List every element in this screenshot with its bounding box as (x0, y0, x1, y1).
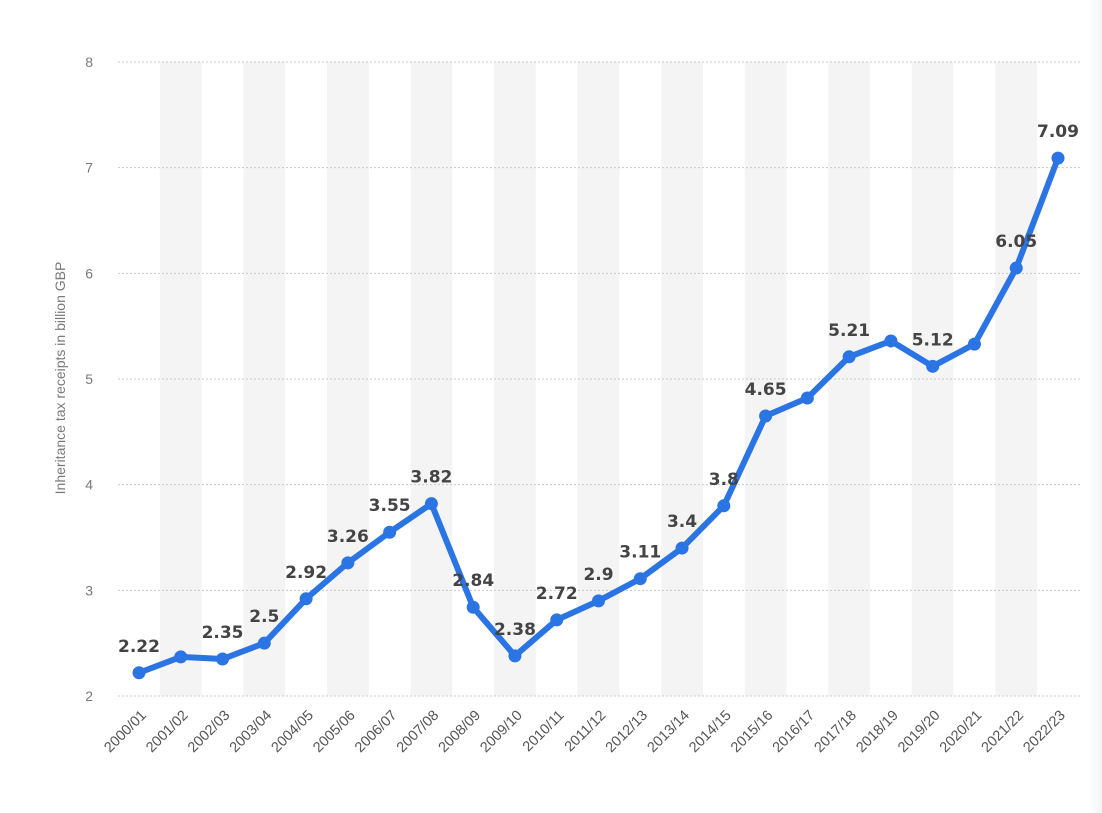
y-tick-label: 3 (85, 582, 93, 598)
data-point[interactable] (1051, 151, 1065, 165)
x-tick-label: 2022/23 (1020, 708, 1068, 756)
data-labels: 2.22 2.352.5 2.923.263.55 3.82 2.84 2.382.722… (118, 122, 1079, 657)
data-point[interactable] (174, 650, 188, 664)
data-points (132, 151, 1065, 680)
x-tick-label: 2005/06 (310, 708, 358, 756)
data-point[interactable] (299, 592, 313, 606)
y-tick-label: 7 (85, 160, 93, 176)
x-tick-label: 2009/10 (477, 708, 525, 756)
x-tick-label: 2010/11 (520, 708, 568, 756)
data-point[interactable] (257, 636, 271, 650)
data-label: 3.8 (709, 470, 739, 490)
data-label: 4.65 (745, 380, 787, 400)
data-point[interactable] (550, 613, 564, 627)
data-point[interactable] (466, 600, 480, 614)
data-label: 3.82 (410, 468, 452, 488)
data-label: 2.35 (202, 623, 244, 643)
data-label: 7.09 (1037, 122, 1079, 142)
x-tick-label: 2021/22 (979, 708, 1027, 756)
x-tick-label: 2015/16 (728, 708, 776, 756)
x-tick-label: 2019/20 (895, 708, 943, 756)
right-edge-fade (1088, 0, 1102, 813)
y-tick-label: 8 (85, 54, 93, 70)
data-label: 2.22 (118, 637, 160, 657)
x-tick-label: 2008/09 (436, 708, 484, 756)
x-tick-label: 2013/14 (644, 708, 692, 756)
gridlines (118, 61, 1080, 697)
x-tick-label: 2000/01 (101, 708, 149, 756)
y-tick-label: 2 (85, 688, 93, 704)
data-point[interactable] (884, 334, 898, 348)
x-tick-label: 2014/15 (686, 708, 734, 756)
y-tick-label: 4 (85, 477, 93, 493)
data-point[interactable] (508, 649, 522, 663)
data-label: 2.92 (285, 563, 327, 583)
x-axis-ticks: 2000/012001/022002/032003/042004/052005/… (101, 708, 1068, 756)
data-label: 3.55 (369, 496, 411, 516)
data-point[interactable] (132, 666, 146, 680)
x-tick-label: 2011/12 (562, 708, 610, 756)
data-point[interactable] (1009, 261, 1023, 275)
data-label: 2.5 (249, 607, 279, 627)
x-tick-label: 2007/08 (394, 708, 442, 756)
x-tick-label: 2020/21 (937, 708, 985, 756)
y-tick-label: 5 (85, 371, 93, 387)
data-label: 5.21 (828, 321, 870, 341)
data-label: 2.38 (494, 620, 536, 640)
data-point[interactable] (842, 350, 856, 364)
x-tick-label: 2018/19 (853, 708, 901, 756)
data-point[interactable] (926, 359, 940, 373)
data-label: 3.4 (667, 512, 697, 532)
data-label: 3.26 (327, 527, 369, 547)
y-axis-title: Inheritance tax receipts in billion GBP (52, 262, 68, 495)
data-point[interactable] (675, 541, 689, 555)
data-label: 3.11 (619, 543, 661, 563)
data-point[interactable] (592, 594, 605, 608)
data-point[interactable] (216, 652, 230, 666)
x-tick-label: 2004/05 (269, 708, 317, 756)
data-label: 2.9 (583, 565, 613, 585)
y-tick-label: 6 (85, 265, 93, 281)
data-point[interactable] (341, 556, 355, 570)
data-point[interactable] (383, 525, 397, 539)
data-point[interactable] (424, 497, 438, 511)
data-point[interactable] (759, 409, 773, 423)
y-axis-ticks: 2 3 4 5 6 7 8 (85, 54, 93, 704)
data-label: 2.72 (536, 584, 578, 604)
data-point[interactable] (967, 337, 981, 351)
data-label: 2.84 (452, 571, 494, 591)
data-label: 5.12 (912, 330, 954, 350)
x-tick-label: 2003/04 (227, 708, 275, 756)
x-tick-label: 2001/02 (143, 708, 191, 756)
x-tick-label: 2017/18 (812, 708, 860, 756)
data-point[interactable] (800, 391, 814, 405)
x-tick-label: 2012/13 (603, 708, 651, 756)
x-tick-label: 2002/03 (185, 708, 233, 756)
x-tick-label: 2016/17 (770, 708, 818, 756)
data-point[interactable] (633, 572, 647, 586)
data-label: 6.05 (995, 232, 1037, 252)
data-point[interactable] (717, 499, 731, 513)
x-tick-label: 2006/07 (352, 708, 400, 756)
